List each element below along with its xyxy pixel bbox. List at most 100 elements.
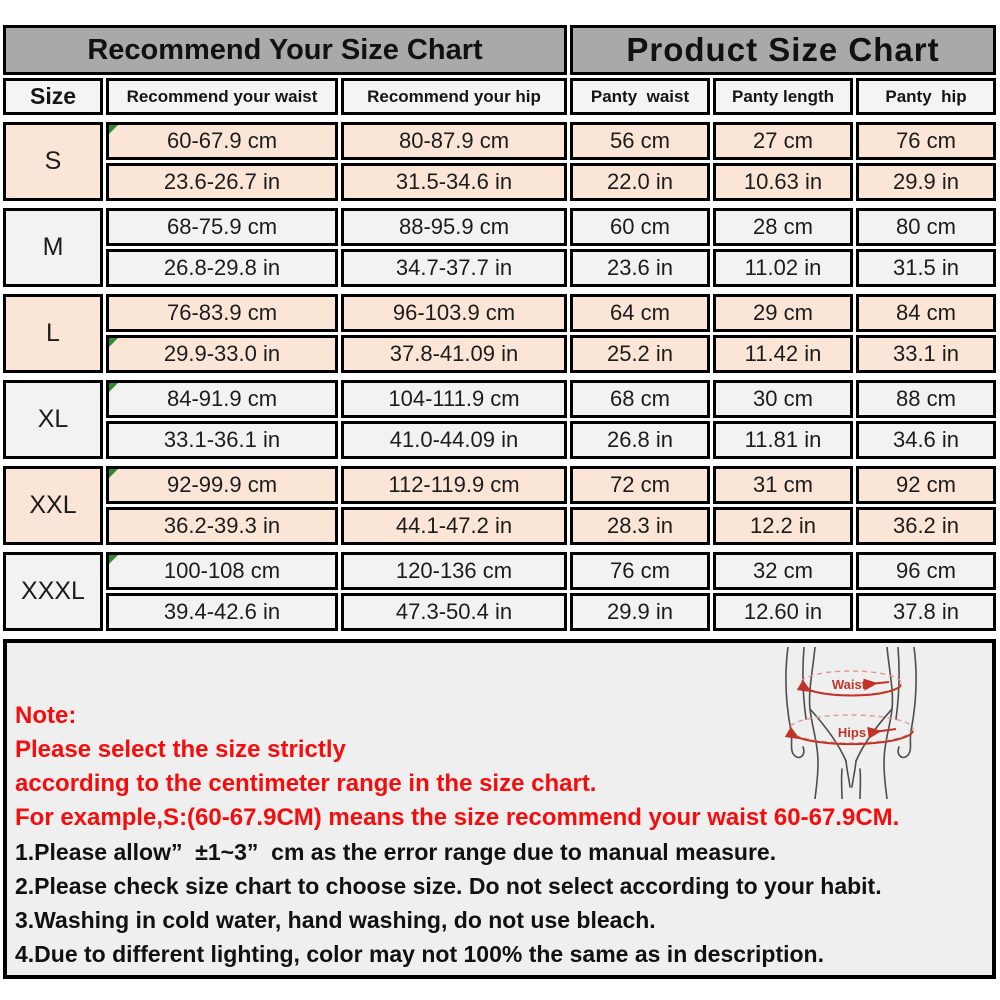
cell-recommend-waist-in: 23.6-26.7 in xyxy=(106,163,338,201)
cell-value: 47.3-50.4 in xyxy=(395,599,513,624)
cell-value: 104-111.9 cm xyxy=(388,386,520,411)
size-label: L xyxy=(3,294,103,373)
cell-recommend-hip-cm: 112-119.9 cm xyxy=(341,466,567,504)
cell-value: 80 cm xyxy=(896,214,956,239)
size-row-s: S 60-67.9 cm 80-87.9 cm 56 cm 27 cm 76 c… xyxy=(3,122,996,201)
cell-value: 30 cm xyxy=(753,386,813,411)
cell-recommend-hip-in: 34.7-37.7 in xyxy=(341,249,567,287)
cell-panty-waist-in: 29.9 in xyxy=(570,593,710,631)
cell-recommend-waist-in: 36.2-39.3 in xyxy=(106,507,338,545)
cell-value: 28.3 in xyxy=(606,513,674,538)
cell-recommend-hip-cm: 104-111.9 cm xyxy=(341,380,567,418)
cell-value: 64 cm xyxy=(610,300,670,325)
cell-value: 31.5 in xyxy=(892,255,960,280)
cell-value: 92 cm xyxy=(896,472,956,497)
cell-recommend-waist-in: 26.8-29.8 in xyxy=(106,249,338,287)
cell-value: 96 cm xyxy=(896,558,956,583)
cell-value: 29.9 in xyxy=(606,599,674,624)
size-label: M xyxy=(3,208,103,287)
size-chart-table: Recommend Your Size Chart Product Size C… xyxy=(3,25,996,979)
cell-recommend-hip-in: 47.3-50.4 in xyxy=(341,593,567,631)
cell-value: 26.8-29.8 in xyxy=(163,255,281,280)
column-header-row: Size Recommend your waist Recommend your… xyxy=(3,78,996,115)
column-header-recommend-hip: Recommend your hip xyxy=(341,78,567,115)
cell-panty-hip-cm: 96 cm xyxy=(856,552,996,590)
cell-value: 60-67.9 cm xyxy=(166,128,278,153)
cell-value: 27 cm xyxy=(753,128,813,153)
cell-value: 68-75.9 cm xyxy=(166,214,278,239)
cell-panty-length-in: 11.81 in xyxy=(713,421,853,459)
cell-recommend-hip-cm: 120-136 cm xyxy=(341,552,567,590)
note-item-4: 4.Due to different lighting, color may n… xyxy=(15,941,824,967)
column-header-panty-hip: Panty hip xyxy=(856,78,996,115)
cell-panty-waist-in: 22.0 in xyxy=(570,163,710,201)
cell-panty-length-cm: 27 cm xyxy=(713,122,853,160)
cell-value: 23.6-26.7 in xyxy=(163,169,281,194)
column-header-size: Size xyxy=(3,78,103,115)
cell-panty-waist-cm: 72 cm xyxy=(570,466,710,504)
cell-recommend-hip-cm: 80-87.9 cm xyxy=(341,122,567,160)
cell-panty-hip-in: 31.5 in xyxy=(856,249,996,287)
size-row-xl: XL 84-91.9 cm 104-111.9 cm 68 cm 30 cm 8… xyxy=(3,380,996,459)
cell-panty-waist-in: 26.8 in xyxy=(570,421,710,459)
cell-value: 33.1 in xyxy=(892,341,960,366)
cell-panty-length-cm: 32 cm xyxy=(713,552,853,590)
cell-value: 12.2 in xyxy=(749,513,817,538)
cell-value: 120-136 cm xyxy=(395,558,513,583)
cell-panty-hip-cm: 80 cm xyxy=(856,208,996,246)
cell-panty-length-in: 12.2 in xyxy=(713,507,853,545)
column-header-recommend-waist: Recommend your waist xyxy=(106,78,338,115)
measurement-figure-diagram: Waist Hips xyxy=(784,647,917,799)
cell-panty-hip-in: 34.6 in xyxy=(856,421,996,459)
corner-marker-icon xyxy=(109,383,118,392)
size-row-m: M 68-75.9 cm 88-95.9 cm 60 cm 28 cm 80 c… xyxy=(3,208,996,287)
cell-panty-hip-in: 36.2 in xyxy=(856,507,996,545)
cell-panty-waist-in: 25.2 in xyxy=(570,335,710,373)
cell-recommend-hip-cm: 96-103.9 cm xyxy=(341,294,567,332)
cell-panty-waist-in: 28.3 in xyxy=(570,507,710,545)
cell-panty-hip-cm: 88 cm xyxy=(856,380,996,418)
cell-value: 44.1-47.2 in xyxy=(395,513,513,538)
corner-marker-icon xyxy=(109,555,118,564)
cell-panty-waist-cm: 56 cm xyxy=(570,122,710,160)
column-header-panty-waist: Panty waist xyxy=(570,78,710,115)
cell-recommend-hip-in: 37.8-41.09 in xyxy=(341,335,567,373)
cell-value: 11.81 in xyxy=(744,427,822,452)
cell-value: 84-91.9 cm xyxy=(166,386,278,411)
cell-value: 60 cm xyxy=(610,214,670,239)
cell-value: 29 cm xyxy=(753,300,813,325)
cell-panty-length-cm: 29 cm xyxy=(713,294,853,332)
size-label: XXXL xyxy=(3,552,103,631)
cell-value: 76-83.9 cm xyxy=(166,300,278,325)
cell-panty-hip-in: 37.8 in xyxy=(856,593,996,631)
cell-value: 34.7-37.7 in xyxy=(395,255,513,280)
cell-value: 84 cm xyxy=(896,300,956,325)
cell-value: 41.0-44.09 in xyxy=(389,427,519,452)
cell-panty-length-in: 10.63 in xyxy=(713,163,853,201)
size-row-xxl: XXL 92-99.9 cm 112-119.9 cm 72 cm 31 cm … xyxy=(3,466,996,545)
cell-value: 26.8 in xyxy=(606,427,674,452)
title-recommend-size-chart: Recommend Your Size Chart xyxy=(3,25,567,75)
cell-panty-length-in: 12.60 in xyxy=(713,593,853,631)
cell-value: 80-87.9 cm xyxy=(398,128,510,153)
cell-value: 36.2 in xyxy=(892,513,960,538)
cell-recommend-waist-cm: 84-91.9 cm xyxy=(106,380,338,418)
cell-value: 96-103.9 cm xyxy=(392,300,516,325)
cell-value: 92-99.9 cm xyxy=(166,472,278,497)
cell-recommend-waist-cm: 100-108 cm xyxy=(106,552,338,590)
title-product-size-chart: Product Size Chart xyxy=(570,25,996,75)
corner-marker-icon xyxy=(109,125,118,134)
cell-panty-waist-cm: 76 cm xyxy=(570,552,710,590)
size-row-xxxl: XXXL 100-108 cm 120-136 cm 76 cm 32 cm 9… xyxy=(3,552,996,631)
cell-panty-waist-cm: 60 cm xyxy=(570,208,710,246)
cell-panty-hip-in: 33.1 in xyxy=(856,335,996,373)
note-red-line: Please select the size strictly xyxy=(15,736,346,763)
cell-value: 112-119.9 cm xyxy=(388,472,520,497)
cell-value: 39.4-42.6 in xyxy=(163,599,281,624)
cell-panty-hip-cm: 92 cm xyxy=(856,466,996,504)
cell-panty-waist-cm: 68 cm xyxy=(570,380,710,418)
cell-panty-length-cm: 30 cm xyxy=(713,380,853,418)
cell-value: 88 cm xyxy=(896,386,956,411)
size-label: S xyxy=(3,122,103,201)
